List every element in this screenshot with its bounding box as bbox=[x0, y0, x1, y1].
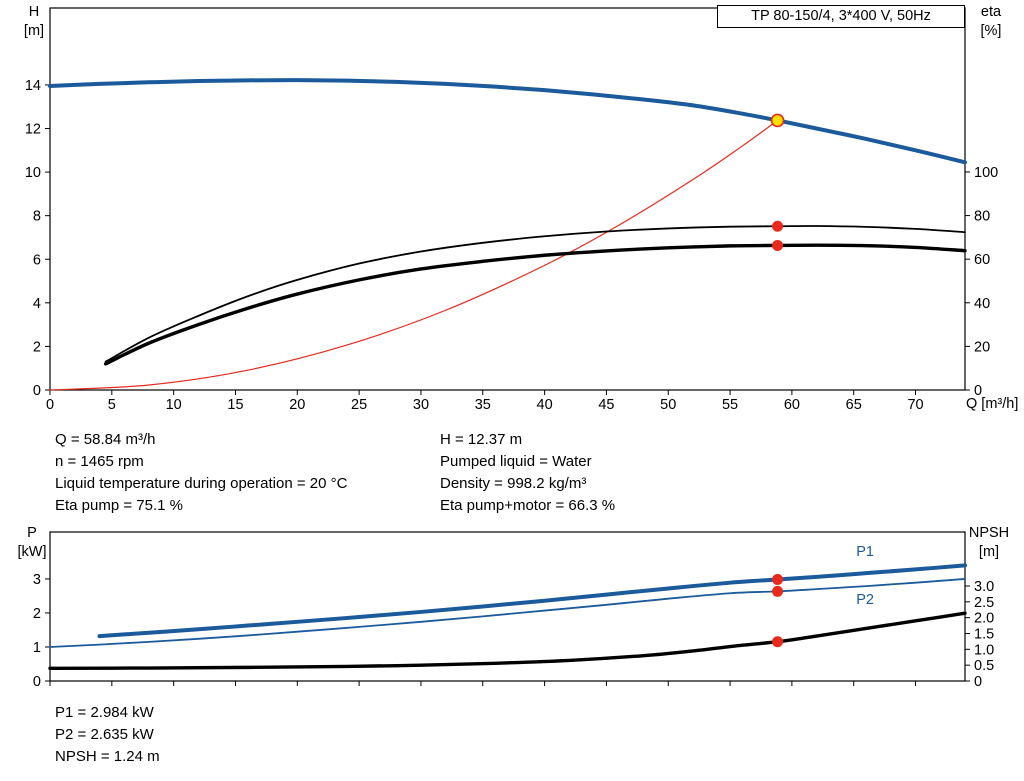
p-axis-title: P [kW] bbox=[8, 524, 56, 562]
npsh-curve bbox=[48, 611, 967, 671]
eta-axis-title: eta [%] bbox=[968, 3, 1014, 41]
x-tick-label: 35 bbox=[475, 397, 491, 413]
x-tick-label: 30 bbox=[413, 397, 429, 413]
x-tick-label: 45 bbox=[598, 397, 614, 413]
y-right-tick-label: 80 bbox=[974, 209, 990, 225]
npsh-axis-title: NPSH [m] bbox=[958, 524, 1020, 562]
x-tick-label: 70 bbox=[907, 397, 923, 413]
x-tick-label: 10 bbox=[166, 397, 182, 413]
y-left-tick-label: 4 bbox=[33, 296, 41, 312]
eta-pump-curve bbox=[104, 225, 966, 363]
y-left-tick-label: 6 bbox=[33, 252, 41, 268]
y-left-tick-label: 2 bbox=[33, 339, 41, 355]
x-tick-label: 25 bbox=[351, 397, 367, 413]
eta-pump-motor-marker bbox=[772, 239, 784, 251]
y-right-tick-label: 40 bbox=[974, 296, 990, 312]
p1-marker bbox=[772, 573, 784, 585]
y-right-tick-label: 60 bbox=[974, 252, 990, 268]
y-right-tick-label: 0 bbox=[974, 383, 982, 399]
y-left-tick-label: 0 bbox=[33, 383, 41, 399]
info-density: Density = 998.2 kg/m³ bbox=[440, 475, 587, 492]
x-tick-label: 55 bbox=[722, 397, 738, 413]
p2-marker bbox=[772, 585, 784, 597]
y-left-tick-label: 2 bbox=[33, 606, 41, 622]
p-axis-title-unit: [kW] bbox=[17, 544, 47, 560]
y-right-tick-label: 0.5 bbox=[974, 658, 994, 674]
h-axis-title-symbol: H bbox=[28, 4, 40, 20]
x-tick-label: 15 bbox=[227, 397, 243, 413]
p-axis-title-symbol: P bbox=[27, 525, 37, 541]
y-left-tick-label: 12 bbox=[25, 122, 41, 138]
y-right-tick-label: 2.5 bbox=[974, 595, 994, 611]
info-liquid-temperature: Liquid temperature during operation = 20… bbox=[55, 475, 348, 492]
y-right-tick-label: 100 bbox=[974, 165, 998, 181]
npsh-axis-title-unit: [m] bbox=[978, 544, 1000, 560]
info-eta-pump: Eta pump = 75.1 % bbox=[55, 497, 183, 514]
npsh-axis-title-symbol: NPSH bbox=[968, 525, 1010, 541]
y-right-tick-label: 20 bbox=[974, 339, 990, 355]
y-right-tick-label: 3.0 bbox=[974, 579, 994, 595]
operating-info-left: Q = 58.84 m³/h n = 1465 rpm Liquid tempe… bbox=[55, 429, 347, 517]
power-npsh-chart-frame bbox=[49, 531, 966, 682]
y-right-tick-label: 0 bbox=[974, 674, 982, 690]
p1-curve-label: P1 bbox=[856, 544, 874, 560]
y-left-tick-label: 10 bbox=[25, 165, 41, 181]
eta-pump-marker bbox=[772, 220, 784, 232]
info-npsh: NPSH = 1.24 m bbox=[55, 748, 160, 765]
duty-point-marker bbox=[770, 113, 785, 128]
x-tick-label: 40 bbox=[537, 397, 553, 413]
h-axis-title-unit: [m] bbox=[23, 23, 45, 39]
eta-pump-motor-curve bbox=[103, 243, 967, 366]
y-left-tick-label: 1 bbox=[33, 640, 41, 656]
x-tick-label: 5 bbox=[108, 397, 116, 413]
info-eta-pump-motor: Eta pump+motor = 66.3 % bbox=[440, 497, 616, 514]
y-right-tick-label: 1.0 bbox=[974, 642, 994, 658]
y-right-tick-label: 2.0 bbox=[974, 611, 994, 627]
info-p1: P1 = 2.984 kW bbox=[55, 704, 154, 721]
y-left-tick-label: 14 bbox=[25, 78, 41, 94]
head-curve bbox=[48, 78, 967, 165]
p2-curve bbox=[49, 578, 966, 648]
info-speed: n = 1465 rpm bbox=[55, 453, 144, 470]
power-info: P1 = 2.984 kW P2 = 2.635 kW NPSH = 1.24 … bbox=[55, 702, 160, 768]
pump-title-box: TP 80-150/4, 3*400 V, 50Hz bbox=[717, 5, 965, 28]
info-p2: P2 = 2.635 kW bbox=[55, 726, 154, 743]
system-curve-curve bbox=[49, 119, 779, 391]
x-tick-label: 0 bbox=[46, 397, 54, 413]
operating-info-right: H = 12.37 m Pumped liquid = Water Densit… bbox=[440, 429, 615, 517]
y-left-tick-label: 3 bbox=[33, 572, 41, 588]
info-q: Q = 58.84 m³/h bbox=[55, 431, 156, 448]
npsh-marker bbox=[772, 636, 784, 648]
p2-curve-label: P2 bbox=[856, 592, 874, 608]
x-tick-label: 50 bbox=[660, 397, 676, 413]
eta-axis-title-symbol: eta bbox=[980, 4, 1002, 20]
x-tick-label: 20 bbox=[289, 397, 305, 413]
x-tick-label: 65 bbox=[846, 397, 862, 413]
h-axis-title: H [m] bbox=[12, 3, 56, 41]
eta-axis-title-unit: [%] bbox=[980, 23, 1002, 39]
q-axis-title: Q [m³/h] bbox=[966, 396, 1019, 412]
y-left-tick-label: 8 bbox=[33, 209, 41, 225]
y-left-tick-label: 0 bbox=[33, 674, 41, 690]
y-right-tick-label: 1.5 bbox=[974, 626, 994, 642]
info-pumped-liquid: Pumped liquid = Water bbox=[440, 453, 592, 470]
hq-chart-frame bbox=[49, 7, 966, 391]
info-head: H = 12.37 m bbox=[440, 431, 523, 448]
p1-curve bbox=[97, 563, 967, 639]
x-tick-label: 60 bbox=[784, 397, 800, 413]
